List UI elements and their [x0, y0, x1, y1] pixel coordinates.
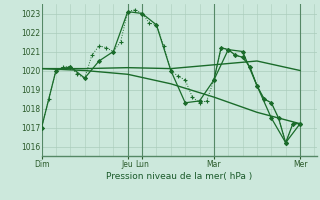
X-axis label: Pression niveau de la mer( hPa ): Pression niveau de la mer( hPa ) [106, 172, 252, 181]
